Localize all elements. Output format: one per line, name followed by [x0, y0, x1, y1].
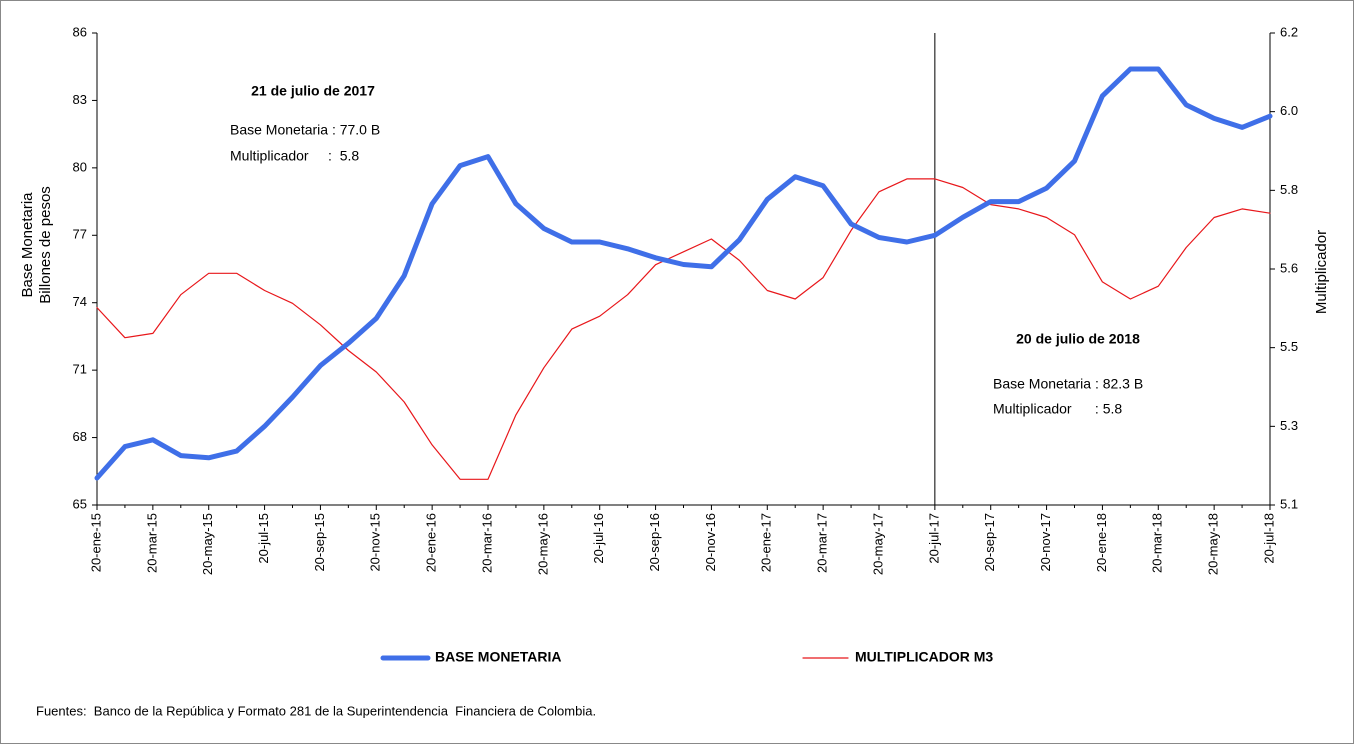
x-tick-label: 20-mar-15 — [144, 513, 159, 573]
x-tick-label: 20-nov-16 — [703, 513, 718, 572]
series-line — [94, 66, 1273, 481]
y-axis-label: Base Monetaria — [19, 192, 36, 298]
y-tick-label: 83 — [73, 92, 87, 107]
x-tick-label: 20-jul-18 — [1261, 513, 1276, 564]
x-tick-label: 20-nov-17 — [1038, 513, 1053, 572]
source-note: Fuentes: Banco de la República y Formato… — [36, 703, 596, 718]
x-tick-label: 20-may-16 — [535, 513, 550, 575]
legend-label: BASE MONETARIA — [435, 649, 562, 665]
x-tick-label: 20-may-18 — [1206, 513, 1221, 575]
series-line — [96, 178, 1271, 480]
y-tick-label: 74 — [73, 294, 87, 309]
x-tick-label: 20-ene-16 — [424, 513, 439, 572]
y2-tick-label: 5.5 — [1280, 339, 1298, 354]
x-tick-label: 20-may-15 — [200, 513, 215, 575]
y-tick-label: 86 — [73, 24, 87, 39]
x-tick-label: 20-may-17 — [870, 513, 885, 575]
x-tick-label: 20-ene-15 — [88, 513, 103, 572]
y2-axis-label: Multiplicador — [1313, 230, 1330, 314]
x-tick-label: 20-ene-18 — [1094, 513, 1109, 572]
y-tick-label: 68 — [73, 429, 87, 444]
x-tick-label: 20-jul-16 — [591, 513, 606, 564]
x-tick-label: 20-mar-16 — [479, 513, 494, 573]
annotation-text: Base Monetaria : 82.3 B — [993, 376, 1143, 392]
annotation-text: Multiplicador : 5.8 — [230, 148, 359, 164]
y-tick-label: 65 — [73, 496, 87, 511]
x-tick-label: 20-nov-15 — [368, 513, 383, 572]
x-tick-label: 20-mar-18 — [1150, 513, 1165, 573]
x-tick-label: 20-sep-15 — [312, 513, 327, 572]
y2-tick-label: 6.2 — [1280, 24, 1298, 39]
y2-tick-label: 5.1 — [1280, 496, 1298, 511]
x-tick-label: 20-ene-17 — [759, 513, 774, 572]
y-tick-label: 71 — [73, 362, 87, 377]
y2-tick-label: 6.0 — [1280, 103, 1298, 118]
annotation-title: 21 de julio de 2017 — [251, 83, 375, 99]
y-tick-label: 77 — [73, 227, 87, 242]
x-tick-label: 20-sep-16 — [647, 513, 662, 572]
annotation-text: Base Monetaria : 77.0 B — [230, 122, 380, 138]
y2-tick-label: 5.3 — [1280, 418, 1298, 433]
annotation-title: 20 de julio de 2018 — [1016, 331, 1140, 347]
x-tick-label: 20-jul-15 — [256, 513, 271, 564]
x-tick-label: 20-sep-17 — [982, 513, 997, 572]
x-tick-label: 20-jul-17 — [926, 513, 941, 564]
x-tick-label: 20-mar-17 — [815, 513, 830, 573]
y2-tick-label: 5.8 — [1280, 182, 1298, 197]
y-tick-label: 80 — [73, 159, 87, 174]
annotation-text: Multiplicador : 5.8 — [993, 401, 1122, 417]
y2-tick-label: 5.6 — [1280, 260, 1298, 275]
y-axis-label: Billones de pesos — [37, 186, 54, 304]
legend-label: MULTIPLICADOR M3 — [855, 649, 993, 665]
